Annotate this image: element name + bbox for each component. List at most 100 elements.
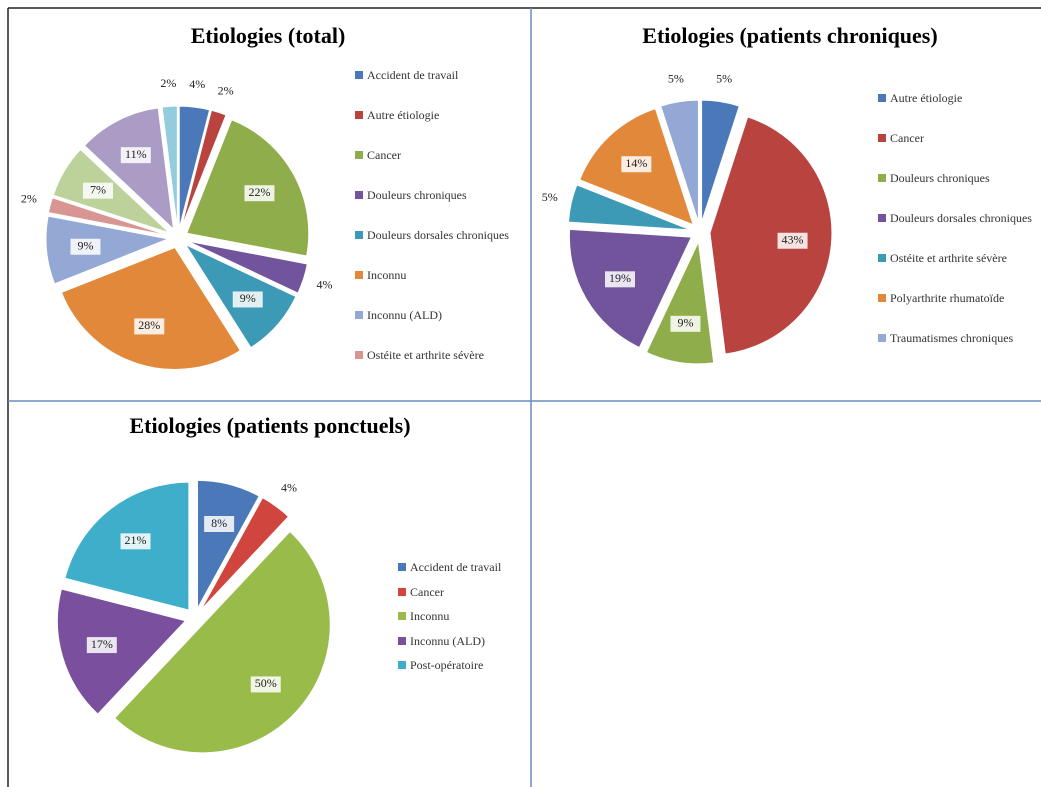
legend-label: Inconnu <box>410 609 450 623</box>
legend-swatch <box>398 612 406 620</box>
legend-label: Autre étiologie <box>890 91 963 105</box>
label-box <box>621 156 652 173</box>
legend-label: Post-opératoire <box>410 658 484 672</box>
pie-slice <box>60 246 241 370</box>
legend-label: Autre étiologie <box>367 108 440 122</box>
legend-swatch <box>398 587 406 596</box>
legend-label: Douleurs dorsales chroniques <box>890 211 1032 225</box>
pie-slice <box>645 240 715 365</box>
legend-swatch <box>355 271 363 279</box>
legend-swatch <box>878 214 886 222</box>
legend-label: Douleurs dorsales chroniques <box>367 228 509 242</box>
legend-item: Inconnu <box>355 268 515 283</box>
legend-item: Accident de travail <box>398 560 558 575</box>
pie-slice <box>161 105 178 229</box>
label-box <box>250 676 281 693</box>
pie-slice <box>113 530 331 754</box>
legend-item: Autre étiologie <box>878 91 1038 106</box>
data-label: 9% <box>677 316 693 330</box>
legend-item: Inconnu (ALD) <box>355 308 515 323</box>
legend-item: Ostéite et arthrite sévère <box>355 348 515 363</box>
data-label: 22% <box>248 185 270 199</box>
legend-label: Inconnu <box>367 268 407 282</box>
legend-item: Douleurs chroniques <box>355 188 515 203</box>
data-label: 4% <box>316 277 332 291</box>
pie-slice <box>567 184 691 231</box>
label-box <box>244 185 275 202</box>
pie-slice <box>178 105 211 229</box>
data-label: 9% <box>77 238 93 252</box>
legend-label: Inconnu (ALD) <box>410 633 485 648</box>
data-label: 17% <box>91 637 113 651</box>
chart-title: Etiologies (patients ponctuels) <box>129 413 410 438</box>
legend-swatch <box>398 661 406 669</box>
legend-swatch <box>398 636 406 645</box>
label-box <box>604 271 635 288</box>
pie-slice <box>45 215 170 285</box>
label-box <box>204 516 235 533</box>
legend-label: Douleurs chroniques <box>890 171 990 185</box>
legend-label: Douleurs chroniques <box>367 188 467 202</box>
legend-swatch <box>878 254 886 262</box>
legend-swatch <box>355 231 363 239</box>
data-label: 7% <box>90 182 106 196</box>
data-label: 4% <box>281 480 297 494</box>
data-label: 28% <box>138 318 160 332</box>
data-label: 21% <box>125 533 147 547</box>
label-box <box>82 182 113 199</box>
pie-slice <box>187 240 308 294</box>
data-label: 2% <box>160 76 176 90</box>
legend-swatch <box>355 191 363 199</box>
legend-label: Inconnu (ALD) <box>367 308 442 322</box>
data-label: 4% <box>189 77 205 91</box>
legend-label: Cancer <box>890 131 924 145</box>
label-box <box>70 238 101 255</box>
legend-swatch <box>878 134 886 142</box>
pie-slice <box>180 109 227 229</box>
legend-label: Ostéite et arthrite sévère <box>367 348 484 362</box>
legend-swatch <box>878 334 886 342</box>
pie-slice <box>56 588 187 715</box>
legend-item: Douleurs chroniques <box>878 171 1038 186</box>
data-label: 8% <box>211 516 227 530</box>
legend-label: Accident de travail <box>410 560 502 574</box>
data-label: 5% <box>542 190 558 204</box>
legend-item: Autre étiologie <box>355 108 515 123</box>
label-box <box>134 318 165 335</box>
data-label: 50% <box>255 676 277 690</box>
pie-slice <box>709 116 833 355</box>
legend-label: Ostéite et arthrite sévère <box>890 251 1007 265</box>
data-label: 14% <box>625 156 647 170</box>
data-label: 5% <box>668 72 684 86</box>
pie-slice <box>568 228 693 349</box>
data-label: 2% <box>218 83 234 97</box>
legend-item: Ostéite et arthrite sévère <box>878 251 1038 266</box>
label-box <box>670 315 701 332</box>
legend-item: Traumatismes chroniques <box>878 331 1038 346</box>
legend-swatch <box>878 94 886 102</box>
legend-label: Accident de travail <box>367 68 459 82</box>
legend-label: Cancer <box>410 584 444 599</box>
legend-item: Polyarthrite rhumatoïde <box>878 291 1038 306</box>
data-label: 43% <box>782 232 804 246</box>
legend-swatch <box>355 111 363 119</box>
legend-item: Douleurs dorsales chroniques <box>878 211 1038 226</box>
chart-title: Etiologies (total) <box>191 23 346 48</box>
legend-item: Inconnu <box>398 609 558 624</box>
label-box <box>232 291 263 308</box>
pie-slice <box>47 197 169 237</box>
legend-item: Douleurs dorsales chroniques <box>355 228 515 243</box>
pie-slice <box>660 99 699 223</box>
pie-slice <box>83 107 175 231</box>
legend-item: Cancer <box>878 131 1038 146</box>
legend-swatch <box>398 563 406 571</box>
legend-label: Traumatismes chroniques <box>890 331 1014 345</box>
legend-swatch <box>355 351 363 359</box>
data-label: 5% <box>716 72 732 86</box>
data-label: 11% <box>125 147 147 161</box>
legend-item: Inconnu (ALD) <box>398 634 558 649</box>
legend-swatch <box>355 151 363 159</box>
legend-swatch <box>878 174 886 182</box>
